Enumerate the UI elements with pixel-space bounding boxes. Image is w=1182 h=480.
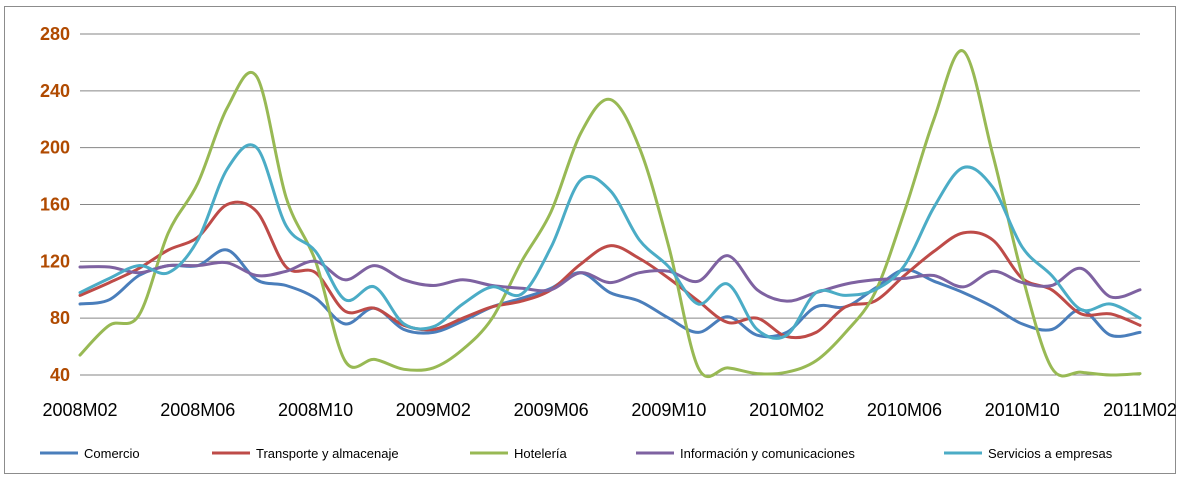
legend-label-transporte-y-almacenaje: Transporte y almacenaje — [256, 446, 399, 461]
y-tick-label: 80 — [50, 308, 70, 328]
x-tick-label: 2010M10 — [985, 400, 1060, 420]
y-tick-label: 160 — [40, 195, 70, 215]
x-tick-label: 2008M02 — [42, 400, 117, 420]
legend: Comercio Transporte y almacenaje Hotelería… — [40, 446, 1113, 461]
x-tick-label: 2010M06 — [867, 400, 942, 420]
x-tick-label: 2008M06 — [160, 400, 235, 420]
legend-label-informacion-y-comunicaciones: Información y comunicaciones — [680, 446, 855, 461]
series-lines — [78, 49, 1142, 378]
series-line-servicios-a-empresas — [78, 143, 1142, 340]
series-line-hoteleria — [78, 49, 1142, 378]
x-axis-tick-labels: 2008M02 2008M06 2008M10 2009M02 2009M06 2009M… — [42, 400, 1176, 420]
series-line-comercio — [78, 248, 1142, 339]
x-tick-label: 2010M02 — [749, 400, 824, 420]
y-tick-label: 120 — [40, 251, 70, 271]
y-tick-label: 40 — [50, 365, 70, 385]
x-tick-label: 2011M02 — [1103, 400, 1177, 420]
series-line-transporte-y-almacenaje — [78, 200, 1142, 340]
series-line-informacion-y-comunicaciones — [78, 254, 1142, 303]
legend-label-servicios-a-empresas: Servicios a empresas — [988, 446, 1113, 461]
y-tick-label: 280 — [40, 24, 70, 44]
x-tick-label: 2009M10 — [631, 400, 706, 420]
y-axis-tick-labels: 40 80 120 160 200 240 280 — [40, 24, 70, 385]
legend-label-comercio: Comercio — [84, 446, 140, 461]
y-tick-label: 240 — [40, 81, 70, 101]
x-tick-label: 2008M10 — [278, 400, 353, 420]
y-tick-label: 200 — [40, 138, 70, 158]
legend-label-hoteleria: Hotelería — [514, 446, 568, 461]
x-tick-label: 2009M02 — [396, 400, 471, 420]
x-tick-label: 2009M06 — [514, 400, 589, 420]
